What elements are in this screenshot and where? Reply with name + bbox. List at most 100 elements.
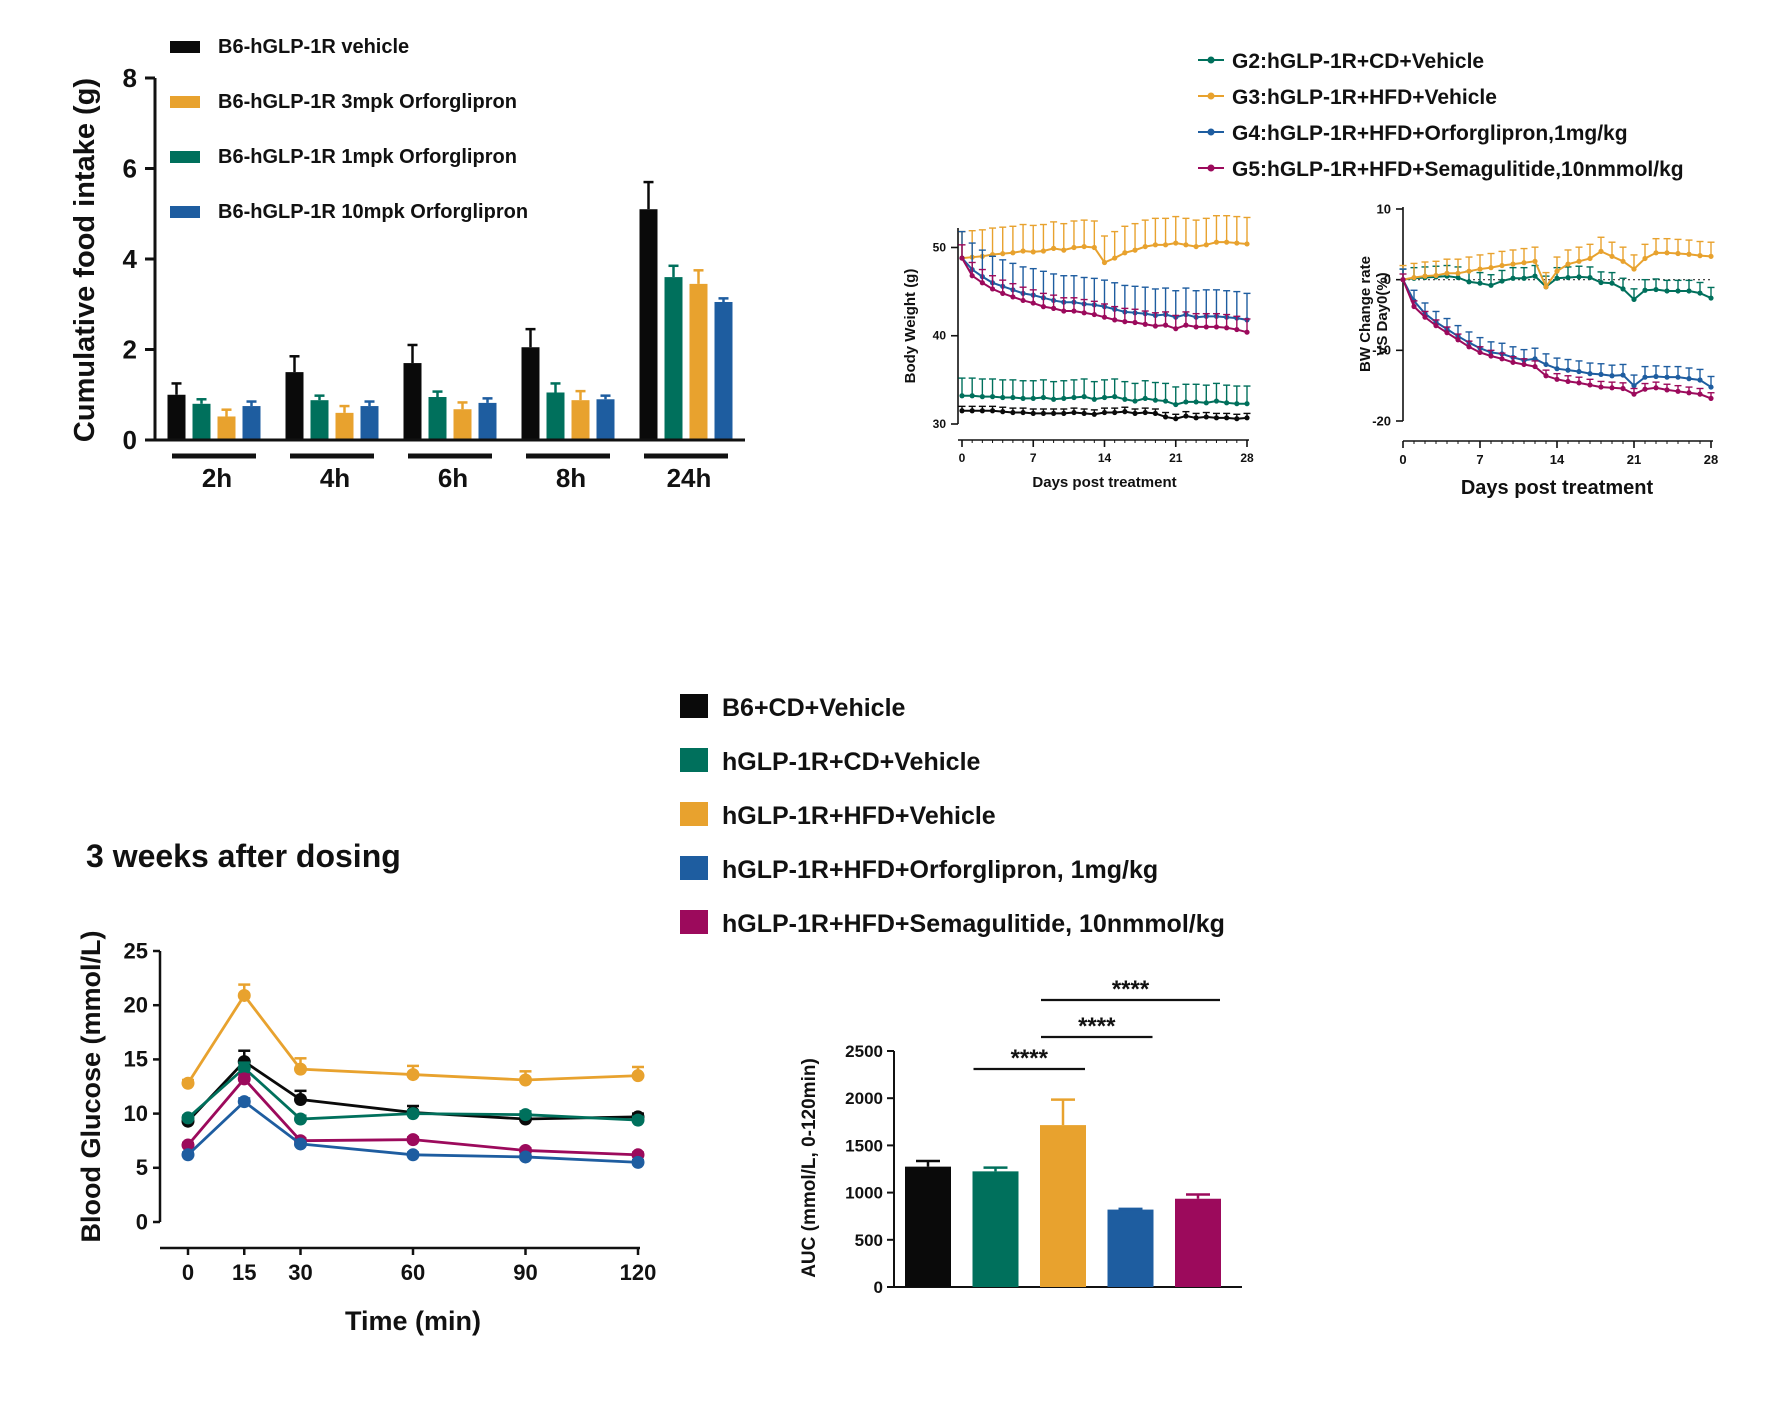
data-point (1040, 410, 1047, 417)
data-point (1620, 385, 1626, 392)
data-point (1213, 415, 1220, 421)
glucose-legend: B6+CD+Vehicle hGLP-1R+CD+Vehicle hGLP-1R+H… (680, 694, 1225, 938)
y-tick-label: 50 (933, 240, 947, 254)
data-point (1521, 361, 1527, 368)
x-tick-label: 0 (1399, 452, 1406, 467)
data-point (1477, 280, 1483, 286)
bar (905, 1166, 951, 1287)
significance-label: **** (1112, 976, 1150, 1003)
bar (689, 283, 708, 440)
y-tick-label: 0 (136, 1209, 148, 1234)
data-point (1183, 413, 1189, 419)
data-point (1030, 395, 1036, 402)
data-point (1675, 374, 1681, 380)
data-point (1565, 274, 1571, 281)
data-point (181, 1148, 195, 1162)
legend-label: B6-hGLP-1R 1mpk Orforglipron (218, 146, 517, 168)
significance-label: **** (1078, 1013, 1116, 1040)
data-point (1183, 322, 1189, 328)
data-point (181, 1138, 195, 1152)
data-point (1081, 410, 1087, 417)
x-tick-label: 7 (1476, 452, 1483, 467)
data-point (1152, 323, 1158, 329)
data-point (1543, 361, 1549, 368)
data-point (1112, 394, 1118, 400)
data-point (1162, 414, 1169, 420)
data-point (1664, 387, 1670, 393)
data-point (1697, 391, 1703, 397)
legend-label: G5:hGLP-1R+HFD+Semagulitide,10nmmol/kg (1232, 158, 1684, 181)
auc-chart: 0 500 1000 1500 2000 2500 AUC (mmol/L, 0-120mi… (799, 976, 1242, 1297)
data-point (1122, 250, 1128, 256)
data-point (1030, 300, 1036, 306)
y-tick-label: 40 (933, 329, 947, 343)
data-point (1213, 398, 1220, 404)
body-weight-chart: 30 40 50 0 7 14 21 28 Days post treatment Body We… (902, 215, 1254, 491)
data-point (1576, 258, 1582, 264)
data-point (1609, 253, 1615, 259)
data-point (1122, 319, 1128, 325)
x-tick-label: 0 (959, 451, 966, 465)
data-point (1510, 359, 1516, 365)
data-point (969, 393, 975, 399)
data-point (1203, 324, 1209, 330)
data-point (1152, 397, 1158, 403)
data-point (1000, 409, 1006, 415)
data-point (1183, 242, 1189, 248)
data-point (1664, 250, 1670, 256)
data-point (1565, 261, 1571, 267)
y-tick-label: 10 (1377, 201, 1391, 216)
data-point (959, 408, 965, 414)
y-tick-label: 6 (123, 154, 137, 184)
y-tick-label: -10 (1372, 343, 1391, 358)
data-point (1488, 282, 1494, 288)
legend-swatch (680, 910, 708, 934)
data-point (1631, 383, 1637, 389)
legend-label: B6-hGLP-1R vehicle (218, 36, 409, 58)
data-point (1040, 304, 1047, 310)
data-point (1112, 409, 1118, 416)
data-point (1565, 378, 1571, 385)
data-point (294, 1062, 307, 1076)
data-point (1576, 274, 1582, 280)
data-point (181, 1111, 195, 1125)
data-point (406, 1148, 420, 1162)
data-point (1244, 401, 1250, 407)
data-point (1173, 401, 1179, 408)
data-point (1203, 400, 1209, 406)
legend-swatch (680, 694, 708, 718)
data-point (1532, 356, 1538, 362)
data-point (1554, 275, 1560, 281)
data-point (1081, 310, 1087, 316)
data-point (1510, 261, 1516, 267)
data-point (959, 255, 965, 261)
bar (403, 363, 422, 440)
bw-change-chart: -20 -10 0 10 0 7 14 21 28 Days post treatment BW C… (1357, 201, 1718, 499)
data-point (1543, 284, 1549, 290)
data-point (1620, 372, 1626, 378)
x-tick-label: 21 (1169, 451, 1183, 465)
data-point (237, 1061, 251, 1075)
data-point (1203, 242, 1209, 248)
legend-label: B6-hGLP-1R 3mpk Orforglipron (218, 91, 517, 113)
bar (453, 409, 472, 440)
data-point (1234, 240, 1240, 246)
data-point (181, 1076, 195, 1090)
data-point (1071, 394, 1077, 401)
data-point (1587, 274, 1593, 281)
series-line (186, 1059, 639, 1123)
data-point (1455, 270, 1461, 276)
data-point (294, 1112, 307, 1126)
data-point (1112, 317, 1118, 323)
y-axis-title: VS Day0(%) (1374, 272, 1391, 355)
x-tick-label: 15 (232, 1260, 256, 1285)
data-point (1244, 329, 1250, 335)
data-point (1477, 266, 1483, 272)
y-tick-label: 4 (123, 244, 138, 274)
data-point (1244, 415, 1250, 421)
data-point (1152, 242, 1158, 248)
legend-marker (1207, 128, 1215, 136)
data-point (1112, 255, 1118, 261)
x-tick-label: 28 (1704, 452, 1718, 467)
data-point (1620, 286, 1626, 292)
